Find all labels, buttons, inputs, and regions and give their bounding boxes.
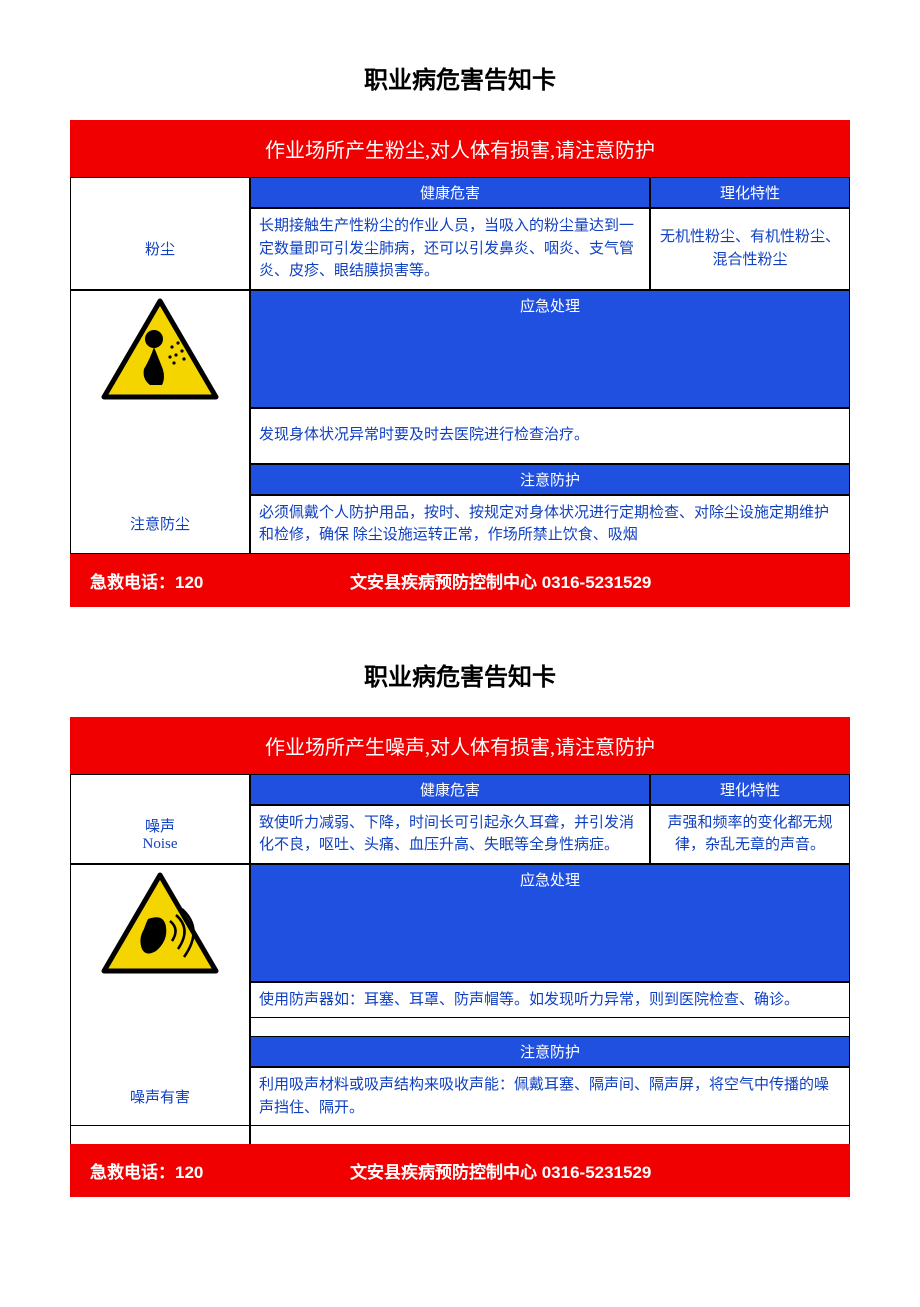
hazard-label: 粉尘 <box>70 208 250 290</box>
phys-header: 理化特性 <box>650 774 850 805</box>
footer-contact: 文安县疾病预防控制中心 0316-5231529 <box>350 1158 830 1183</box>
header-row: 健康危害 理化特性 <box>70 177 850 208</box>
header-row: 健康危害 理化特性 <box>70 774 850 805</box>
icon-cell-mid <box>70 982 250 1019</box>
footer-emergency: 急救电话：120 <box>90 1158 350 1183</box>
hazard-label-text: 噪声 <box>145 815 175 836</box>
health-header: 健康危害 <box>250 177 650 208</box>
emerg-header: 应急处理 <box>250 290 850 408</box>
icon-cell-mid <box>70 408 250 464</box>
hazard-label-text: 粉尘 <box>145 238 175 259</box>
banner: 作业场所产生噪声,对人体有损害,请注意防护 <box>70 717 850 774</box>
protect-text: 利用吸声材料或吸声结构来吸收声能：佩戴耳塞、隔声间、隔声屏，将空气中传播的噪声挡… <box>250 1067 850 1126</box>
emerg-text: 使用防声器如：耳塞、耳罩、防声帽等。如发现听力异常，则到医院检查、确诊。 <box>250 982 850 1019</box>
icon-cell-mid2 <box>70 1036 250 1067</box>
protect-header-row: 注意防护 <box>70 464 850 495</box>
card-title: 职业病危害告知卡 <box>70 60 850 95</box>
protect-header: 注意防护 <box>250 464 850 495</box>
emerg-header: 应急处理 <box>250 864 850 982</box>
protect-row: 噪声有害 利用吸声材料或吸声结构来吸收声能：佩戴耳塞、隔声间、隔声屏，将空气中传… <box>70 1067 850 1126</box>
protect-header-row: 注意防护 <box>70 1036 850 1067</box>
phys-text: 无机性粉尘、有机性粉尘、混合性粉尘 <box>650 208 850 290</box>
icon-cell-top <box>70 290 250 408</box>
banner: 作业场所产生粉尘,对人体有损害,请注意防护 <box>70 120 850 177</box>
content-row-1: 噪声 Noise 致使听力减弱、下降，时间长可引起永久耳聋，并引发消化不良，呕吐… <box>70 805 850 864</box>
hazard-label: 噪声 Noise <box>70 805 250 864</box>
icon-cell-mid2 <box>70 464 250 495</box>
hazard-card-dust: 职业病危害告知卡 作业场所产生粉尘,对人体有损害,请注意防护 健康危害 理化特性… <box>70 60 850 607</box>
icon-caption-cell: 注意防尘 <box>70 495 250 554</box>
spacer-l <box>70 1126 250 1144</box>
hazard-card-noise: 职业病危害告知卡 作业场所产生噪声,对人体有损害,请注意防护 健康危害 理化特性… <box>70 657 850 1198</box>
hazard-label-cell <box>70 177 250 208</box>
spacer-r <box>250 1126 850 1144</box>
emerg-row: 使用防声器如：耳塞、耳罩、防声帽等。如发现听力异常，则到医院检查、确诊。 <box>70 982 850 1019</box>
footer: 急救电话：120 文安县疾病预防控制中心 0316-5231529 <box>70 554 850 607</box>
footer: 急救电话：120 文安县疾病预防控制中心 0316-5231529 <box>70 1144 850 1197</box>
warning-dust-icon <box>100 297 220 402</box>
icon-caption: 注意防尘 <box>130 513 190 534</box>
protect-header: 注意防护 <box>250 1036 850 1067</box>
footer-emergency: 急救电话：120 <box>90 568 350 593</box>
emerg-header-row: 应急处理 <box>70 290 850 408</box>
icon-caption-cell: 噪声有害 <box>70 1067 250 1126</box>
hazard-label-cell <box>70 774 250 805</box>
icon-cell-sp <box>70 1018 250 1036</box>
icon-cell-top <box>70 864 250 982</box>
emerg-header-row: 应急处理 <box>70 864 850 982</box>
health-header: 健康危害 <box>250 774 650 805</box>
spacer <box>250 1018 850 1036</box>
card-title: 职业病危害告知卡 <box>70 657 850 692</box>
hazard-label-en: Noise <box>143 836 178 853</box>
phys-header: 理化特性 <box>650 177 850 208</box>
footer-contact: 文安县疾病预防控制中心 0316-5231529 <box>350 568 830 593</box>
protect-text: 必须佩戴个人防护用品，按时、按规定对身体状况进行定期检查、对除尘设施定期维护和检… <box>250 495 850 554</box>
health-text: 长期接触生产性粉尘的作业人员，当吸入的粉尘量达到一定数量即可引发尘肺病，还可以引… <box>250 208 650 290</box>
icon-caption: 噪声有害 <box>130 1086 190 1107</box>
protect-row: 注意防尘 必须佩戴个人防护用品，按时、按规定对身体状况进行定期检查、对除尘设施定… <box>70 495 850 554</box>
emerg-text: 发现身体状况异常时要及时去医院进行检查治疗。 <box>250 408 850 464</box>
warning-noise-icon <box>100 871 220 976</box>
health-text: 致使听力减弱、下降，时间长可引起永久耳聋，并引发消化不良，呕吐、头痛、血压升高、… <box>250 805 650 864</box>
spacer-row-2 <box>70 1126 850 1144</box>
phys-text: 声强和频率的变化都无规律，杂乱无章的声音。 <box>650 805 850 864</box>
emerg-row: 发现身体状况异常时要及时去医院进行检查治疗。 <box>70 408 850 464</box>
spacer-row <box>70 1018 850 1036</box>
content-row-1: 粉尘 长期接触生产性粉尘的作业人员，当吸入的粉尘量达到一定数量即可引发尘肺病，还… <box>70 208 850 290</box>
